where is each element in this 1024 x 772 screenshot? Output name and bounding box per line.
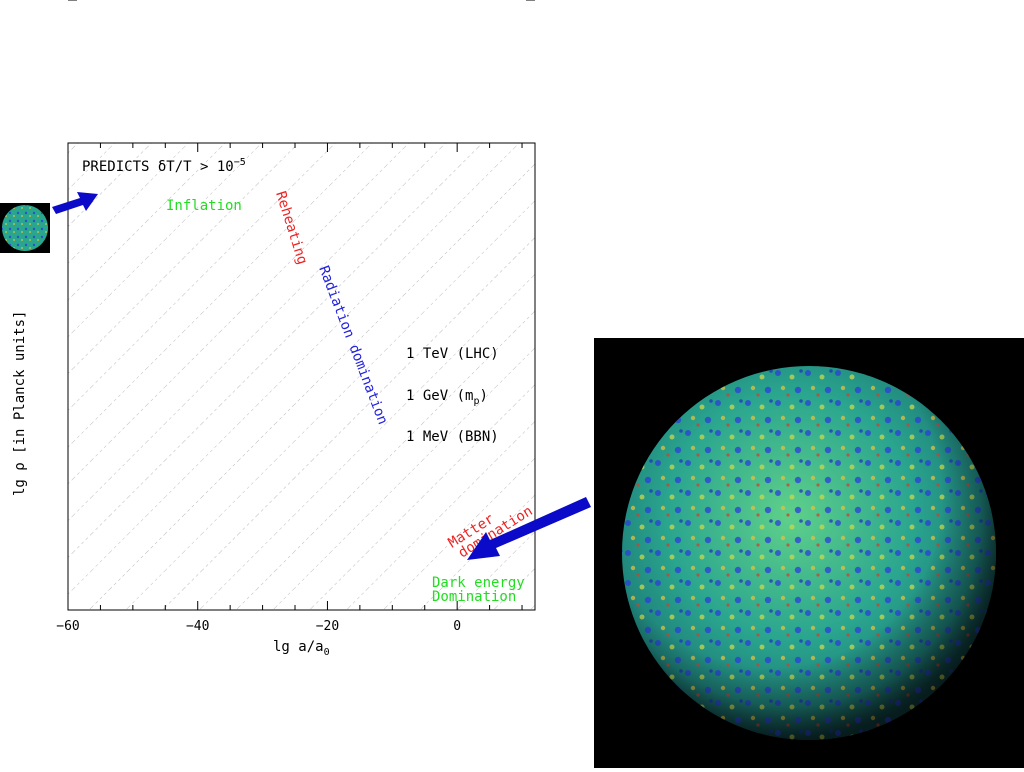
x-tick-label: −40 (186, 619, 209, 634)
plot-frame (67, 142, 536, 611)
band-label: PREDICTS δT/T > 10−5 (82, 157, 246, 175)
x-tick-label: −20 (316, 619, 339, 634)
marker-circle-filled-2 (406, 0, 418, 6)
marker-circle-open-5 (130, 0, 143, 7)
dark-energy-label-1: Dark energy (432, 575, 525, 591)
axes: −60−40−2000−50−100 (29, 0, 535, 634)
x-axis-title: lg a/a0 (273, 639, 330, 658)
marker-layer (112, 0, 438, 10)
y-axis-title: lg ρ [in Planck units] (12, 311, 28, 496)
x-tick-label: −60 (56, 619, 79, 634)
marker-square-open-4 (112, 0, 122, 10)
dark-energy-label-2: Domination (432, 589, 516, 605)
cmb-sphere-image (594, 338, 1024, 768)
marker-square-filled-3 (429, 0, 438, 9)
arrow-to-start-icon (52, 192, 98, 214)
hatch-pattern (68, 143, 535, 610)
y-tick-label: −100 (29, 0, 60, 4)
energy-label-mev: 1 MeV (BBN) (406, 429, 499, 445)
x-tick-label: 0 (453, 619, 461, 634)
y-tick-label: 0 (52, 0, 60, 4)
arrow-to-today-icon (467, 497, 591, 560)
plot-area (68, 0, 535, 610)
cmb-sphere-thumbnail (0, 203, 50, 253)
y-tick-label: −50 (37, 0, 60, 4)
energy-label-gev: 1 GeV (mp) (406, 388, 488, 407)
inflation-label: Inflation (166, 198, 242, 214)
energy-label-tev: 1 TeV (LHC) (406, 346, 499, 362)
